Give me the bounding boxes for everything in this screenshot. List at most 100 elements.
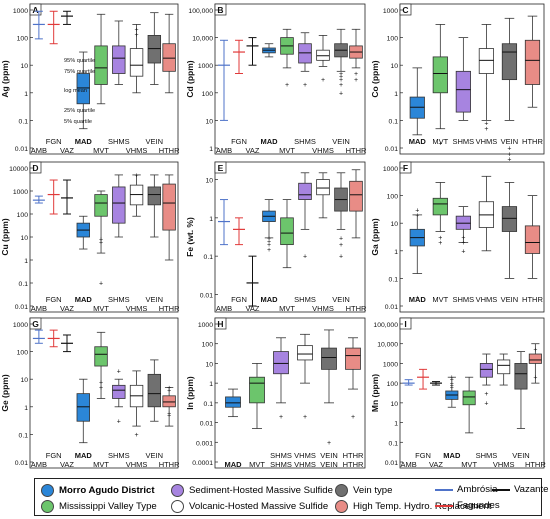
- box-shms: [298, 182, 312, 200]
- annotation-logmean: log mean: [64, 88, 87, 94]
- box-vein: [147, 35, 162, 64]
- legend-item-mad: Morro Agudo District: [41, 484, 155, 497]
- group-label-fgn: FGN: [46, 295, 62, 304]
- legend-line-fagundes: Fagundes: [435, 500, 500, 511]
- outlier: +: [484, 121, 488, 128]
- group-label-amb: AMB: [401, 460, 417, 469]
- y-tick-label: 1000: [13, 322, 28, 329]
- outlier: +: [303, 254, 307, 261]
- legend-swatch-vein: [335, 484, 348, 497]
- panel-letter: I: [404, 319, 406, 329]
- y-tick-label: 1: [24, 91, 28, 98]
- group-label-mad: MAD: [75, 137, 93, 146]
- group-label-vhms: VHMS: [126, 146, 148, 155]
- y-tick-label: 1000: [198, 63, 213, 70]
- box-mvt: [94, 194, 108, 217]
- outlier: +: [507, 152, 511, 159]
- outlier: +: [461, 240, 465, 247]
- box-shms: [479, 363, 493, 378]
- panel-frame: [399, 3, 545, 155]
- outlier: +: [351, 414, 355, 421]
- box-vein: [147, 186, 162, 206]
- y-tick-label: 0.001: [196, 440, 213, 447]
- outlier: +: [415, 295, 419, 302]
- y-tick-label: 100: [17, 212, 29, 219]
- group-label-mvt: MVT: [279, 146, 295, 155]
- panel-a: A 0.01 0.1 1 10 100 1000 Ag (ppm) ++ FGN MAD SHMS VE…: [0, 3, 180, 155]
- box-vein: [501, 43, 518, 81]
- group-label-shms: SHMS: [108, 137, 130, 146]
- outlier: +: [267, 247, 271, 254]
- box-mvt: [432, 56, 448, 94]
- box-vhms: [316, 179, 330, 196]
- legend-swatch-shms: [171, 484, 184, 497]
- group-label-mad: MAD: [75, 451, 93, 460]
- panel-letter-box: [214, 317, 227, 330]
- panel-letter: G: [32, 319, 39, 329]
- group-label-mvt: MVT: [93, 146, 109, 155]
- group-label-vein: VEIN: [146, 451, 164, 460]
- outlier: +: [484, 391, 488, 398]
- y-tick-label: 100: [17, 36, 29, 43]
- group-label-hthr: HTHR: [346, 146, 367, 155]
- outlier: +: [339, 74, 343, 81]
- outlier: +: [415, 212, 419, 219]
- y-tick-label: 10: [390, 221, 398, 228]
- legend-item-shms: Sediment-Hosted Massive Sulfide: [171, 484, 333, 497]
- panel-letter: B: [217, 5, 223, 15]
- group-label-vein: VEIN: [332, 295, 350, 304]
- outlier: +: [461, 235, 465, 242]
- y-tick-label: 100: [17, 350, 29, 357]
- outlier: +: [99, 379, 103, 386]
- y-tick-label: 0.1: [389, 118, 399, 125]
- group-label-shms: SHMS: [108, 451, 130, 460]
- panel-i: I 0.01 0.1 1 10 100 1000 10,000 100,000 Mn (ppm) +…: [370, 317, 546, 469]
- outlier: +: [461, 248, 465, 255]
- legend-swatch-mvt: [41, 500, 54, 513]
- y-tick-label: 10: [20, 377, 28, 384]
- group-label-fgn: FGN: [231, 137, 247, 146]
- group-label-mad: MAD: [443, 451, 461, 460]
- legend-swatch-mad: [41, 484, 54, 497]
- y-tick-label: 0.1: [19, 118, 29, 125]
- y-tick-label: 10: [390, 63, 398, 70]
- box-shms: [112, 186, 126, 224]
- outlier: +: [484, 126, 488, 133]
- outlier: +: [450, 383, 454, 390]
- legend-item-vein: Vein type: [335, 484, 392, 497]
- legend-item-vhms: Volcanic-Hosted Massive Sulfide: [171, 500, 328, 513]
- y-tick-label: 10,000: [192, 36, 213, 43]
- box-mvt: [432, 197, 448, 216]
- box-mvt: [249, 376, 265, 404]
- outlier: +: [450, 381, 454, 388]
- group-label-fgn: FGN: [46, 137, 62, 146]
- group-label-shms: SHMS: [476, 451, 498, 460]
- panel-letter: D: [32, 163, 38, 173]
- box-shms: [112, 384, 126, 399]
- group-label-mad: MAD: [224, 460, 242, 469]
- group-label-vhms: VHMS: [126, 304, 148, 313]
- y-tick-label: 1: [24, 258, 28, 265]
- y-tick-label: 10: [205, 361, 213, 368]
- y-tick-label: 0.1: [19, 281, 29, 288]
- y-axis-label: Cu (ppm): [0, 218, 10, 255]
- y-tick-label: 100: [387, 36, 399, 43]
- y-axis-label: Ga (ppm): [370, 218, 380, 255]
- y-tick-label: 1000: [383, 8, 398, 15]
- outlier: +: [339, 90, 343, 97]
- y-tick-label: 100,000: [373, 322, 398, 329]
- outlier: +: [167, 385, 171, 392]
- outlier: +: [167, 413, 171, 420]
- y-tick-label: 100: [387, 381, 399, 388]
- group-label-shms: SHMS: [108, 295, 130, 304]
- outlier: +: [267, 238, 271, 245]
- outlier: +: [339, 235, 343, 242]
- box-hthr: [162, 43, 176, 72]
- legend-label-hthr: High Temp. Hydro. Replacement: [353, 501, 492, 512]
- panel-letter-box: [29, 3, 42, 16]
- outlier: +: [135, 27, 139, 34]
- outlier: +: [135, 172, 139, 179]
- y-tick-label: 1: [394, 91, 398, 98]
